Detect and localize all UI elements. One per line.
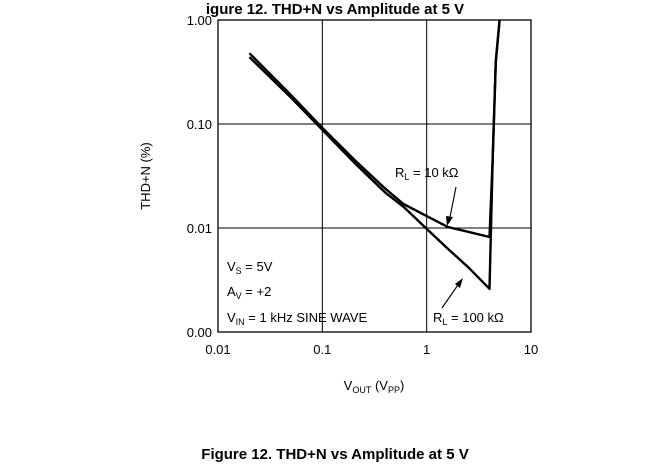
y-tick-label: 1.00 xyxy=(187,13,212,28)
series-line-rl-100k xyxy=(248,19,501,290)
x-tick-label: 0.1 xyxy=(313,342,331,357)
arrow-rl-100k xyxy=(441,281,461,309)
grid-lines xyxy=(218,20,531,332)
figure-caption: Figure 12. THD+N vs Amplitude at 5 V xyxy=(201,446,468,463)
x-tick-label: 1 xyxy=(423,342,430,357)
x-axis-label: VOUT (VPP) xyxy=(344,378,405,395)
arrow-rl-10k xyxy=(448,186,457,223)
annotation-av: AV = +2 xyxy=(227,284,271,301)
y-tick-label: 0.01 xyxy=(187,221,212,236)
y-tick-label: 0.00 xyxy=(187,325,212,340)
series-group xyxy=(248,19,501,290)
annotation-vs: VS = 5V xyxy=(227,259,273,276)
series-line-rl-10k xyxy=(248,19,501,239)
arrowhead-rl-10k xyxy=(446,216,453,226)
annotation-rl-100k: RL = 100 kΩ xyxy=(433,310,504,327)
x-tick-labels: 0.01 0.1 1 10 xyxy=(205,342,538,357)
annotation-vin: VIN = 1 kHz SINE WAVE xyxy=(227,310,367,327)
y-tick-label: 0.10 xyxy=(187,117,212,132)
x-tick-label: 10 xyxy=(524,342,538,357)
y-tick-labels: 0.00 0.01 0.10 1.00 xyxy=(187,13,212,340)
plot-frame xyxy=(217,19,532,333)
arrowhead-rl-100k xyxy=(455,278,463,288)
y-axis-label: THD+N (%) xyxy=(138,142,153,210)
x-tick-label: 0.01 xyxy=(205,342,230,357)
chart-heading: igure 12. THD+N vs Amplitude at 5 V xyxy=(206,1,464,18)
annotation-rl-10k: RL = 10 kΩ xyxy=(395,165,459,182)
